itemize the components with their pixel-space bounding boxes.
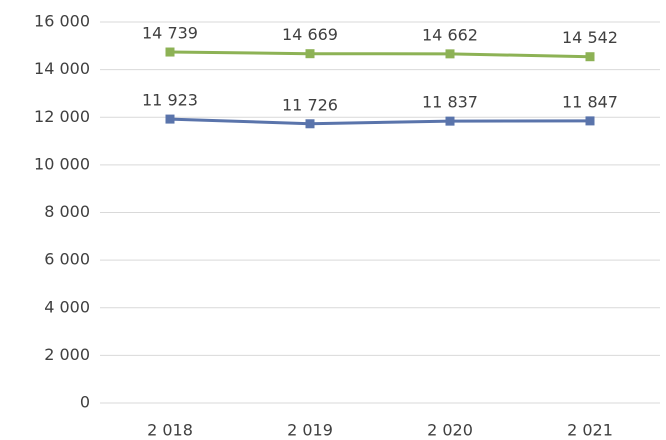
x-tick-label: 2 018 <box>147 421 193 440</box>
data-label: 14 739 <box>142 24 198 43</box>
y-tick-label: 16 000 <box>34 12 90 31</box>
point <box>585 116 595 126</box>
y-tick-label: 10 000 <box>34 154 90 173</box>
x-tick-label: 2 020 <box>427 421 473 440</box>
x-tick-label: 2 019 <box>287 421 333 440</box>
point <box>445 116 455 126</box>
y-tick-label: 14 000 <box>34 59 90 78</box>
y-tick-label: 0 <box>80 393 90 412</box>
y-tick-label: 12 000 <box>34 107 90 126</box>
point <box>445 49 455 59</box>
data-label: 11 923 <box>142 91 198 110</box>
y-tick-label: 4 000 <box>44 297 90 316</box>
series-line <box>169 50 591 59</box>
data-label: 14 542 <box>562 28 618 47</box>
point <box>305 49 315 59</box>
x-tick-label: 2 021 <box>567 421 613 440</box>
data-label: 11 847 <box>562 92 618 111</box>
data-label: 11 837 <box>422 93 478 112</box>
point <box>165 114 175 124</box>
point <box>165 47 175 57</box>
y-tick-label: 6 000 <box>44 250 90 269</box>
series-line <box>169 117 591 126</box>
point <box>585 52 595 62</box>
y-tick-label: 2 000 <box>44 345 90 364</box>
y-tick-label: 8 000 <box>44 202 90 221</box>
data-label: 11 726 <box>282 95 338 114</box>
data-label: 14 669 <box>282 25 338 44</box>
data-label: 14 662 <box>422 25 478 44</box>
point <box>305 119 315 129</box>
